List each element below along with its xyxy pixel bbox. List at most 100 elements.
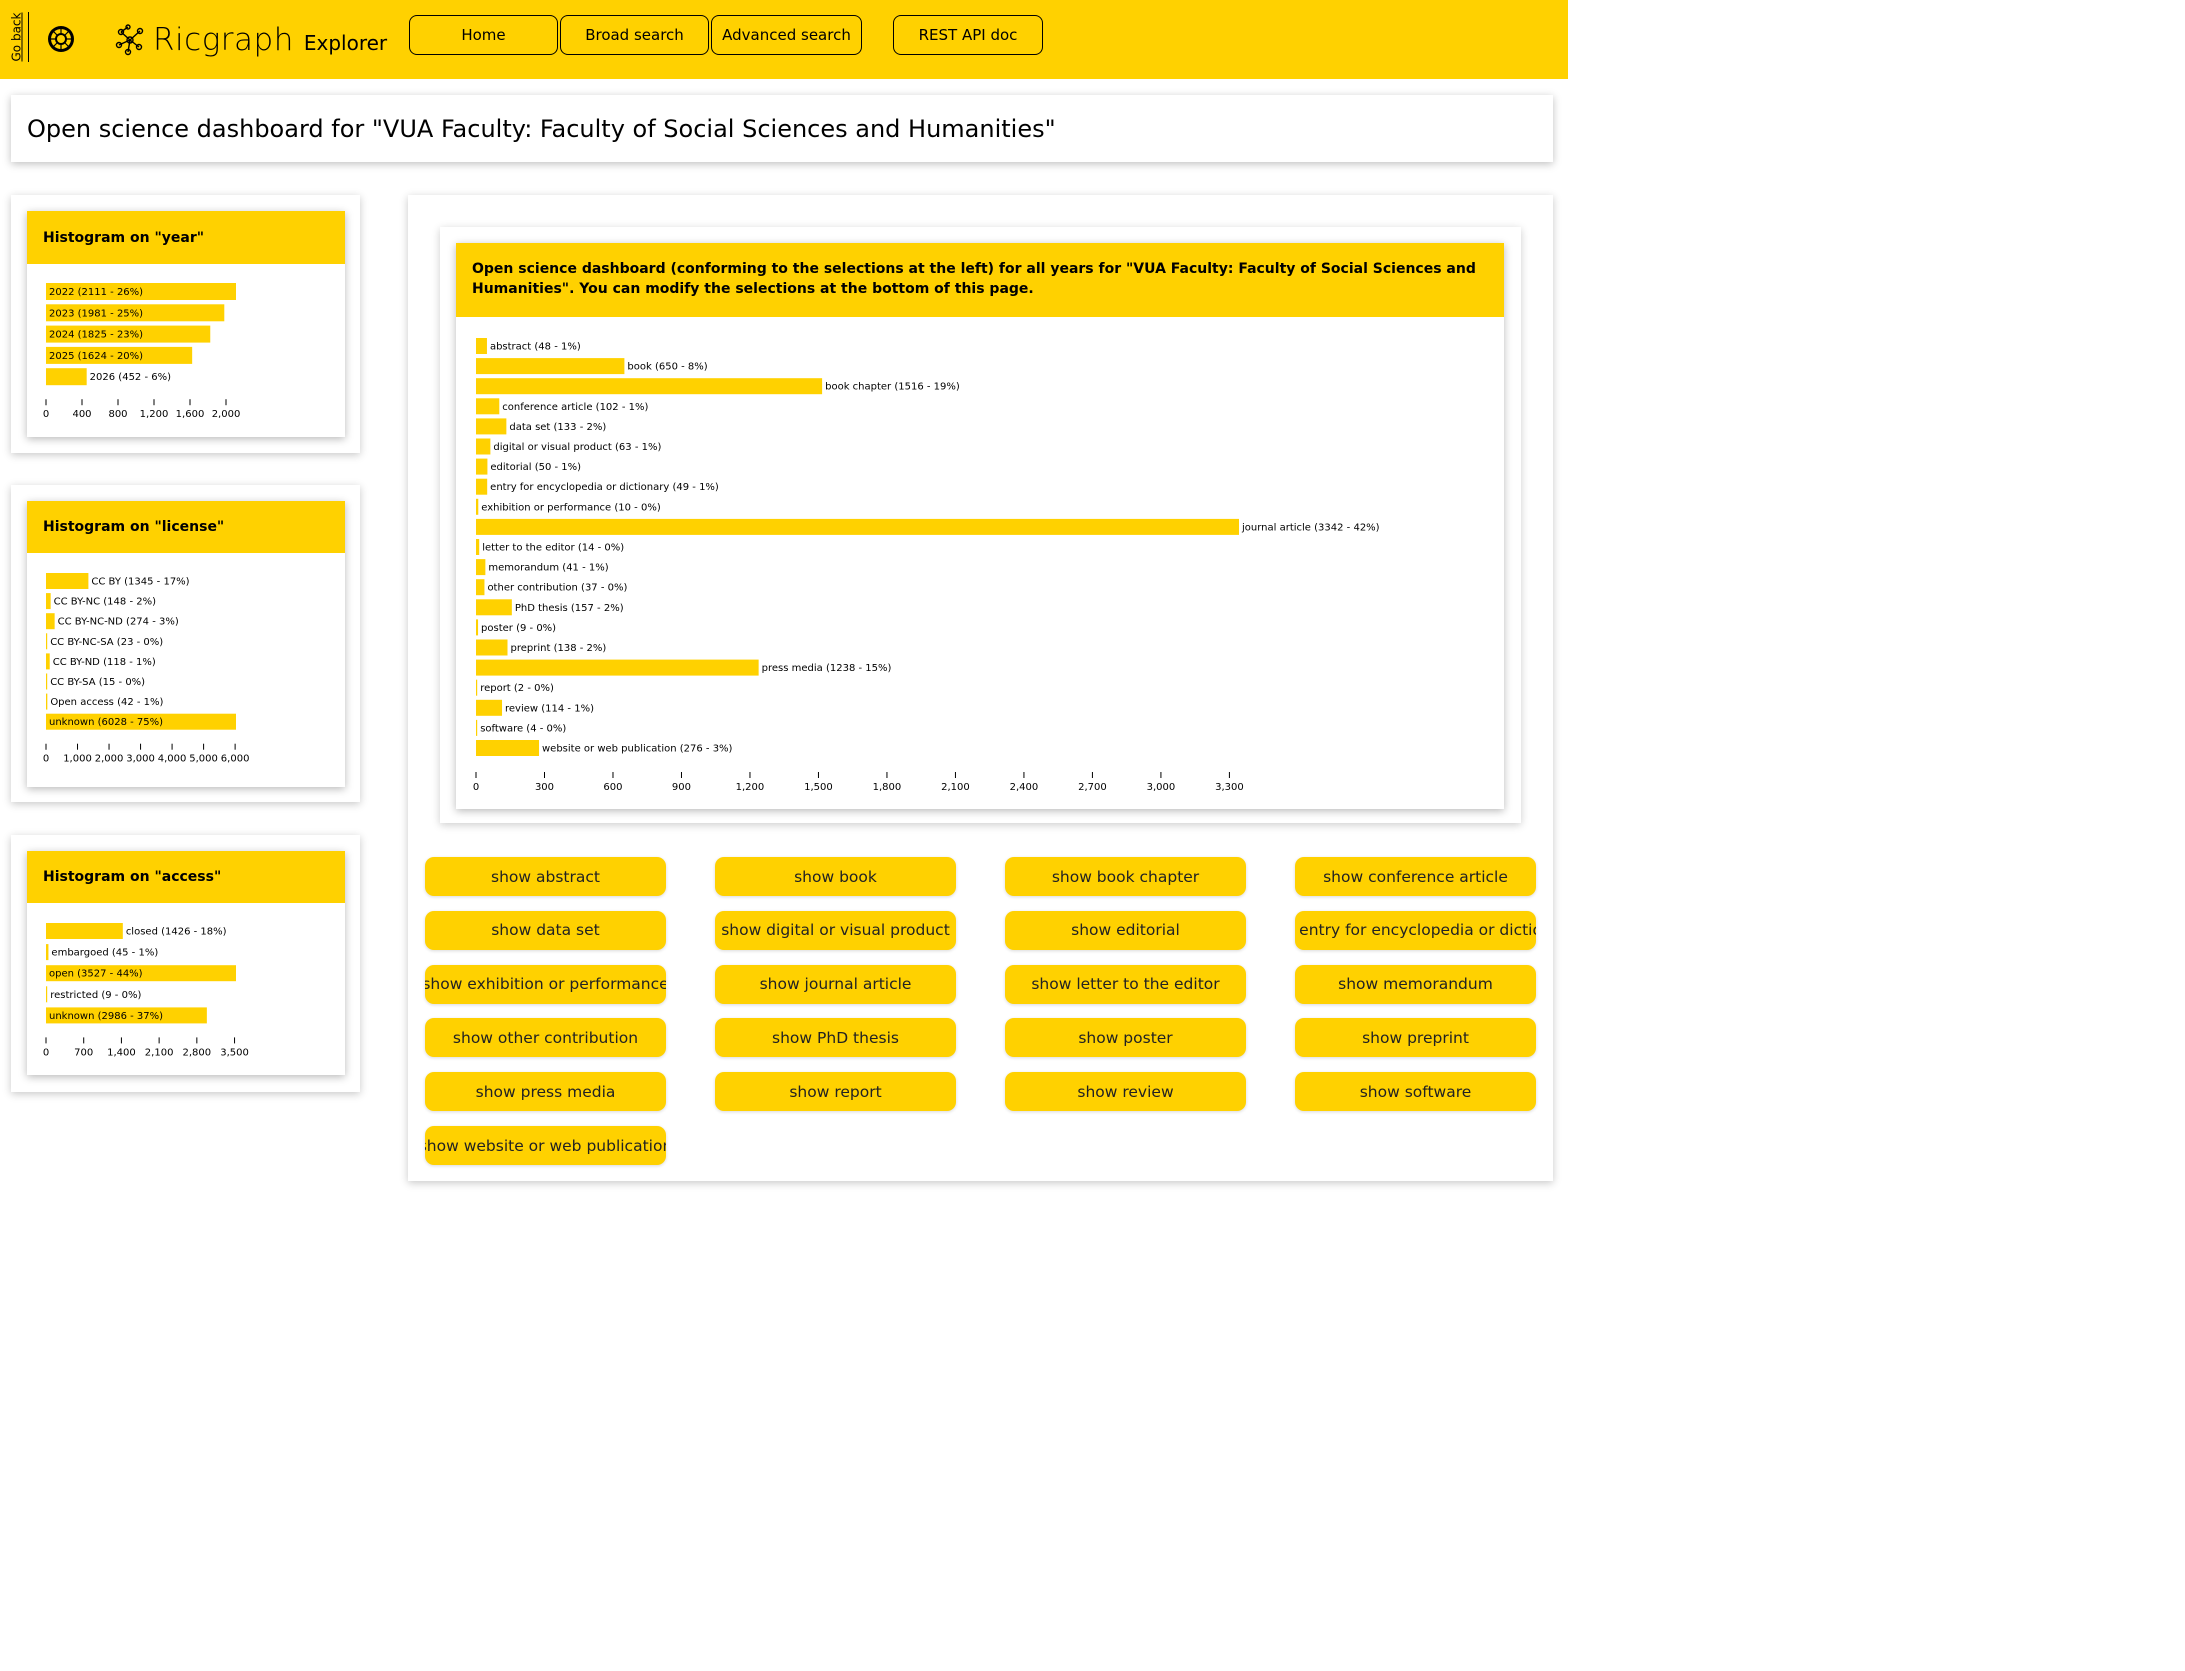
bar-label: data set (133 - 2%)	[509, 422, 606, 433]
show-type-button[interactable]: show book chapter	[1005, 857, 1246, 896]
year-histogram-chart: 2022 (2111 - 26%) 2023 (1981 - 25%) 2024 (…	[43, 283, 240, 420]
bar	[46, 653, 50, 670]
bar	[46, 346, 193, 364]
bar	[46, 283, 236, 300]
bar-label: memorandum (41 - 1%)	[488, 563, 608, 574]
bar	[46, 673, 48, 690]
show-type-button[interactable]: show memorandum	[1295, 964, 1536, 1004]
show-type-button[interactable]: show data set	[425, 910, 666, 950]
axis-tick-label: 2,800	[183, 1047, 212, 1058]
show-type-button[interactable]: show report	[715, 1072, 956, 1112]
bar-label: CC BY-NC (148 - 2%)	[54, 597, 156, 608]
axis-tick-label: 900	[672, 782, 691, 793]
bar-label: Open access (42 - 1%)	[50, 697, 163, 708]
bar-label: other contribution (37 - 0%)	[487, 583, 627, 594]
show-type-button[interactable]: show letter to the editor	[1005, 964, 1246, 1004]
axis-tick-label: 600	[603, 782, 622, 793]
bar	[476, 699, 503, 716]
access-histogram-card: Histogram on "access" closed (1426 - 18%…	[27, 851, 345, 1075]
main-dashboard-panel: Open science dashboard (conforming to th…	[408, 195, 1553, 1181]
show-type-button[interactable]: show conference article	[1295, 857, 1536, 896]
bar	[476, 478, 488, 495]
axis-tick-label: 400	[72, 409, 91, 420]
show-type-button[interactable]: show abstract	[425, 857, 666, 896]
show-type-button[interactable]: show digital or visual product	[715, 910, 956, 950]
axis-tick-label: 1,800	[873, 782, 902, 793]
axis-tick-label: 1,200	[736, 782, 765, 793]
bar-label: entry for encyclopedia or dictionary (49…	[490, 482, 719, 493]
bar	[476, 740, 540, 756]
show-type-button[interactable]: show exhibition or performance	[425, 964, 666, 1004]
bar	[46, 1007, 207, 1024]
show-type-button[interactable]: show website or web publication	[425, 1126, 666, 1165]
show-type-button[interactable]: show poster	[1005, 1018, 1246, 1058]
main-chart-outer-card: Open science dashboard (conforming to th…	[440, 227, 1521, 823]
bar-label: abstract (48 - 1%)	[490, 342, 581, 353]
go-back-label[interactable]: Go back	[9, 12, 24, 62]
page-title-card: Open science dashboard for "VUA Faculty:…	[11, 95, 1553, 162]
license-histogram-chart: CC BY (1345 - 17%) CC BY-NC (148 - 2%) CC …	[43, 573, 249, 765]
axis-tick-label: 2,700	[1078, 782, 1107, 793]
show-type-button[interactable]: show review	[1005, 1072, 1246, 1112]
axis-tick-label: 300	[535, 782, 554, 793]
year-histogram-title: Histogram on "year"	[27, 211, 345, 264]
bar	[476, 679, 478, 696]
bar-label: review (114 - 1%)	[505, 703, 594, 714]
year-histogram-panel: Histogram on "year" 2022 (2111 - 26%) 202…	[11, 195, 360, 453]
bar	[476, 338, 487, 354]
nav-broad-search-button[interactable]: Broad search	[560, 15, 709, 55]
bar	[46, 304, 225, 322]
access-histogram-title: Histogram on "access"	[27, 851, 345, 903]
show-type-button[interactable]: show book	[715, 857, 956, 896]
brand-name: Ricgraph	[153, 22, 294, 58]
axis-tick-label: 2,100	[941, 782, 970, 793]
show-type-button[interactable]: show software	[1295, 1072, 1536, 1112]
bar-label: digital or visual product (63 - 1%)	[493, 442, 661, 453]
show-type-button[interactable]: show other contribution	[425, 1018, 666, 1058]
nav-home-button[interactable]: Home	[409, 15, 558, 55]
bar	[46, 633, 48, 650]
axis-tick-label: 3,000	[126, 754, 155, 765]
page-title: Open science dashboard for "VUA Faculty:…	[27, 114, 1056, 143]
bar	[476, 659, 759, 676]
bar	[46, 368, 87, 386]
bar-label: PhD thesis (157 - 2%)	[515, 603, 624, 614]
bar-label: book (650 - 8%)	[627, 362, 707, 373]
bar	[476, 398, 500, 415]
bar-label: exhibition or performance (10 - 0%)	[481, 502, 661, 513]
bar	[476, 358, 625, 375]
bar	[476, 518, 1239, 535]
bar	[476, 719, 478, 736]
bar	[46, 965, 236, 982]
axis-tick-label: 1,200	[140, 409, 169, 420]
license-histogram-card: Histogram on "license" CC BY (1345 - 17%…	[27, 501, 345, 787]
show-type-button[interactable]: show preprint	[1295, 1018, 1536, 1058]
university-logo-icon[interactable]	[46, 24, 76, 54]
go-back-link[interactable]: Go back	[5, 12, 29, 62]
nav-rest-api-doc-button[interactable]: REST API doc	[893, 15, 1043, 55]
nav-advanced-search-button[interactable]: Advanced search	[711, 15, 862, 55]
show-type-button[interactable]: show PhD thesis	[715, 1018, 956, 1058]
axis-tick-label: 1,600	[176, 409, 205, 420]
show-type-button[interactable]: show journal article	[715, 964, 956, 1004]
bar-label: CC BY-NC-ND (274 - 3%)	[58, 617, 179, 628]
bar-label: restricted (9 - 0%)	[50, 990, 141, 1001]
license-histogram-panel: Histogram on "license" CC BY (1345 - 17%…	[11, 485, 360, 802]
show-type-button[interactable]: show editorial	[1005, 910, 1246, 950]
bar-label: unknown (6028 - 75%)	[49, 717, 163, 728]
axis-tick-label: 4,000	[158, 754, 187, 765]
bar-label: CC BY (1345 - 17%)	[91, 577, 189, 588]
bar	[46, 613, 55, 630]
graph-network-icon	[115, 24, 144, 56]
year-histogram-card: Histogram on "year" 2022 (2111 - 26%) 202…	[27, 211, 345, 437]
bar	[476, 559, 486, 576]
bar	[46, 593, 51, 610]
show-type-button[interactable]: show press media	[425, 1072, 666, 1112]
axis-tick-label: 1,000	[63, 754, 92, 765]
brand-subtitle: Explorer	[303, 31, 388, 55]
axis-tick-label: 2,100	[145, 1047, 174, 1058]
show-type-button[interactable]: show entry for encyclopedia or dictionar…	[1295, 910, 1536, 950]
ricgraph-brand-link[interactable]: Ricgraph Explorer	[113, 20, 387, 60]
bar-label: open (3527 - 44%)	[49, 969, 143, 980]
axis-tick-label: 1,500	[804, 782, 833, 793]
